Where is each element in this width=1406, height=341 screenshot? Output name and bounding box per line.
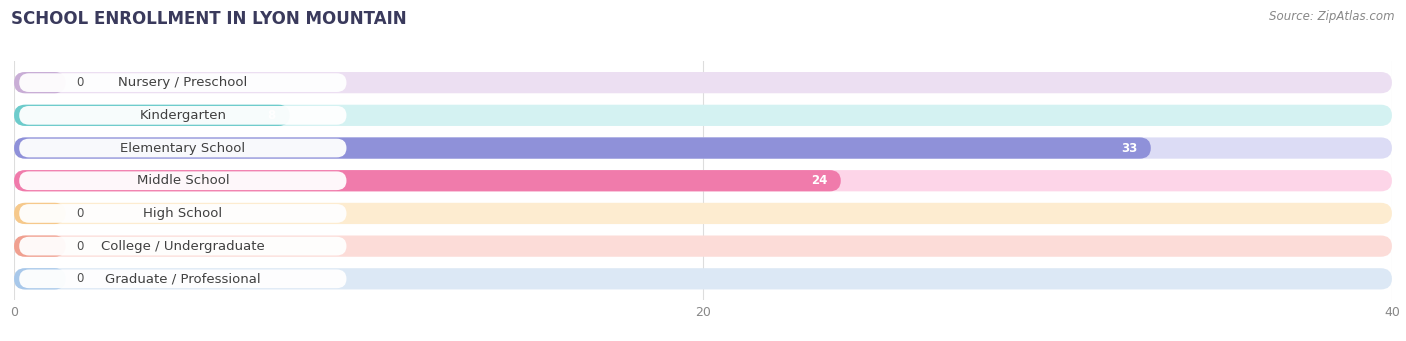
Text: Elementary School: Elementary School [121,142,246,154]
FancyBboxPatch shape [20,172,346,190]
FancyBboxPatch shape [14,137,1392,159]
FancyBboxPatch shape [14,170,841,191]
FancyBboxPatch shape [14,236,66,257]
FancyBboxPatch shape [14,72,66,93]
Text: 0: 0 [76,207,83,220]
Text: 0: 0 [76,240,83,253]
FancyBboxPatch shape [20,269,346,288]
Text: SCHOOL ENROLLMENT IN LYON MOUNTAIN: SCHOOL ENROLLMENT IN LYON MOUNTAIN [11,10,406,28]
FancyBboxPatch shape [14,236,1392,257]
FancyBboxPatch shape [14,268,66,290]
Text: Nursery / Preschool: Nursery / Preschool [118,76,247,89]
Text: College / Undergraduate: College / Undergraduate [101,240,264,253]
FancyBboxPatch shape [14,203,1392,224]
FancyBboxPatch shape [20,204,346,223]
FancyBboxPatch shape [20,139,346,158]
FancyBboxPatch shape [14,137,1152,159]
Text: Source: ZipAtlas.com: Source: ZipAtlas.com [1270,10,1395,23]
Text: High School: High School [143,207,222,220]
FancyBboxPatch shape [14,105,290,126]
FancyBboxPatch shape [20,73,346,92]
FancyBboxPatch shape [14,203,66,224]
FancyBboxPatch shape [14,170,1392,191]
FancyBboxPatch shape [20,237,346,255]
FancyBboxPatch shape [14,105,1392,126]
Text: Kindergarten: Kindergarten [139,109,226,122]
FancyBboxPatch shape [14,72,1392,93]
FancyBboxPatch shape [14,268,1392,290]
FancyBboxPatch shape [20,106,346,125]
Text: Graduate / Professional: Graduate / Professional [105,272,260,285]
Text: 33: 33 [1121,142,1137,154]
Text: 0: 0 [76,76,83,89]
Text: 0: 0 [76,272,83,285]
Text: 24: 24 [811,174,827,187]
Text: Middle School: Middle School [136,174,229,187]
Text: 8: 8 [267,109,276,122]
